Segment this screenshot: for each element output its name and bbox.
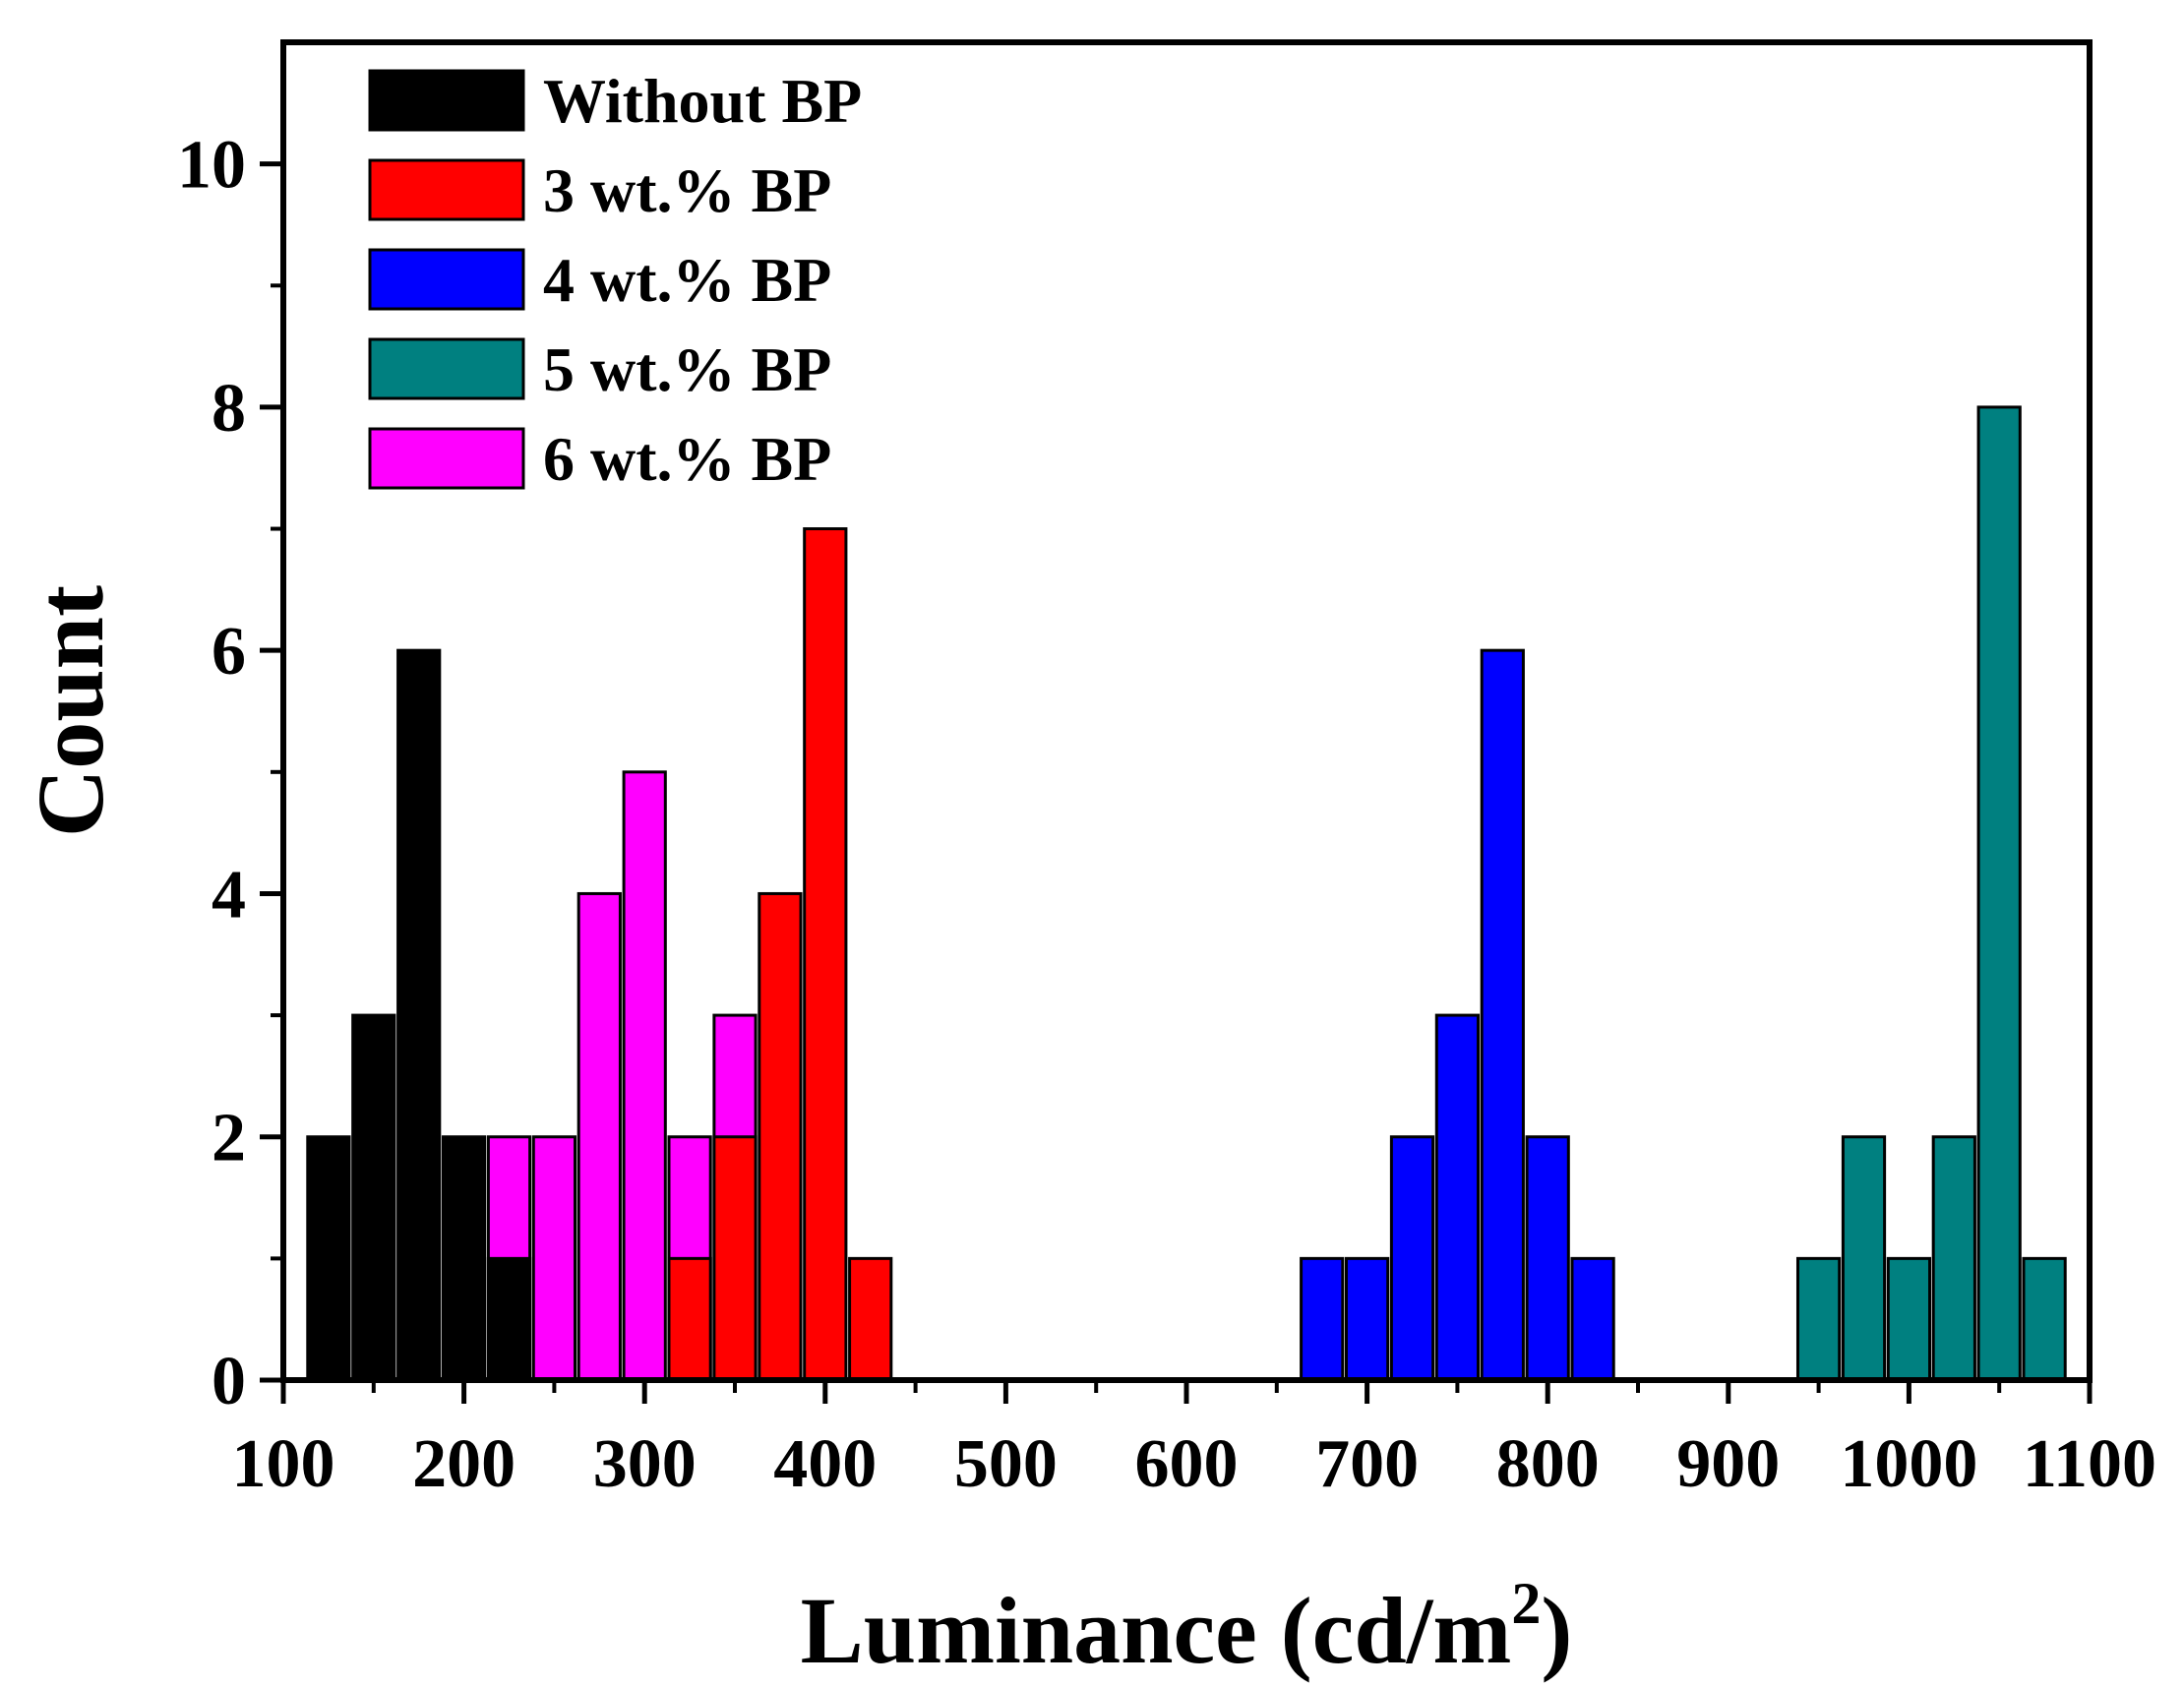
legend-swatch-3-wt-bp: [368, 158, 525, 221]
legend-label-3-wt-bp: 3 wt.% BP: [543, 155, 831, 225]
x-tick-label-500: 500: [954, 1426, 1058, 1502]
bar-4-wt-bp-800: [1525, 1135, 1570, 1382]
legend-swatch-4-wt-bp: [368, 248, 525, 311]
x-tick-label-300: 300: [593, 1426, 697, 1502]
x-axis-title-close: ): [1541, 1578, 1572, 1683]
bar-5-wt-bp-950: [1795, 1256, 1842, 1382]
x-axis-title: Luminance (cd/m2): [801, 1571, 1573, 1683]
bar-6-wt-bp-275: [576, 891, 622, 1382]
bar-4-wt-bp-825: [1570, 1256, 1615, 1382]
y-tick-label-6: 6: [212, 614, 246, 690]
x-axis-title-main: Luminance (cd/m: [801, 1578, 1512, 1683]
y-tick-label-2: 2: [212, 1101, 246, 1176]
ticks-layer: 100 200 300 400 500 600 700 800 900 1000 1100 0 2 4 6 8…: [177, 128, 2156, 1502]
legend-swatch-without-bp: [368, 69, 525, 132]
bar-5-wt-bp-1050: [1976, 405, 2022, 1382]
y-tick-label-4: 4: [212, 857, 246, 933]
bar-4-wt-bp-725: [1389, 1135, 1435, 1382]
bar-5-wt-bp-1075: [2022, 1256, 2067, 1382]
x-tick-label-800: 800: [1496, 1426, 1600, 1502]
bar-without-bp-125: [306, 1135, 351, 1382]
bar-3-wt-bp-400: [803, 527, 848, 1382]
legend-swatch-6-wt-bp: [368, 427, 525, 490]
x-tick-label-900: 900: [1676, 1426, 1780, 1502]
bars-layer: [306, 405, 2067, 1382]
x-tick-label-200: 200: [412, 1426, 516, 1502]
bar-3-wt-bp-425: [848, 1256, 893, 1382]
legend-label-without-bp: Without BP: [543, 66, 862, 136]
y-tick-label-8: 8: [212, 371, 246, 447]
legend: Without BP 3 wt.% BP 4 wt.% BP 5 wt.% BP 6 w…: [368, 66, 862, 494]
bar-4-wt-bp-675: [1300, 1256, 1345, 1382]
x-tick-label-100: 100: [232, 1426, 335, 1502]
legend-swatch-5-wt-bp: [368, 337, 525, 400]
bar-6-wt-bp-300: [622, 770, 667, 1382]
legend-label-5-wt-bp: 5 wt.% BP: [543, 334, 831, 404]
x-tick-label-700: 700: [1315, 1426, 1419, 1502]
x-tick-label-600: 600: [1135, 1426, 1239, 1502]
bar-3-wt-bp-375: [758, 891, 803, 1382]
y-tick-label-10: 10: [177, 128, 246, 204]
legend-label-4-wt-bp: 4 wt.% BP: [543, 245, 831, 315]
bar-4-wt-bp-775: [1480, 648, 1525, 1382]
bar-without-bp-150: [351, 1013, 396, 1382]
bar-4-wt-bp-750: [1434, 1013, 1481, 1382]
x-tick-label-400: 400: [773, 1426, 877, 1502]
y-tick-label-0: 0: [212, 1344, 246, 1419]
bar-without-bp-200: [441, 1135, 487, 1382]
x-tick-label-1000: 1000: [1840, 1426, 1977, 1502]
bar-without-bp-175: [396, 648, 442, 1382]
bar-5-wt-bp-975: [1841, 1135, 1887, 1382]
bar-3-wt-bp-350: [712, 1135, 758, 1382]
bar-6-wt-bp-250: [531, 1135, 577, 1382]
bar-5-wt-bp-1025: [1931, 1135, 1976, 1382]
bar-3-wt-bp-325: [667, 1256, 712, 1382]
bar-4-wt-bp-700: [1344, 1256, 1390, 1382]
x-axis-title-superscript: 2: [1511, 1571, 1541, 1636]
y-axis-title: Count: [18, 585, 123, 837]
bar-5-wt-bp-1000: [1886, 1256, 1932, 1382]
x-tick-label-1100: 1100: [2023, 1426, 2156, 1502]
legend-label-6-wt-bp: 6 wt.% BP: [543, 424, 831, 494]
bar-without-bp-225: [486, 1256, 532, 1382]
